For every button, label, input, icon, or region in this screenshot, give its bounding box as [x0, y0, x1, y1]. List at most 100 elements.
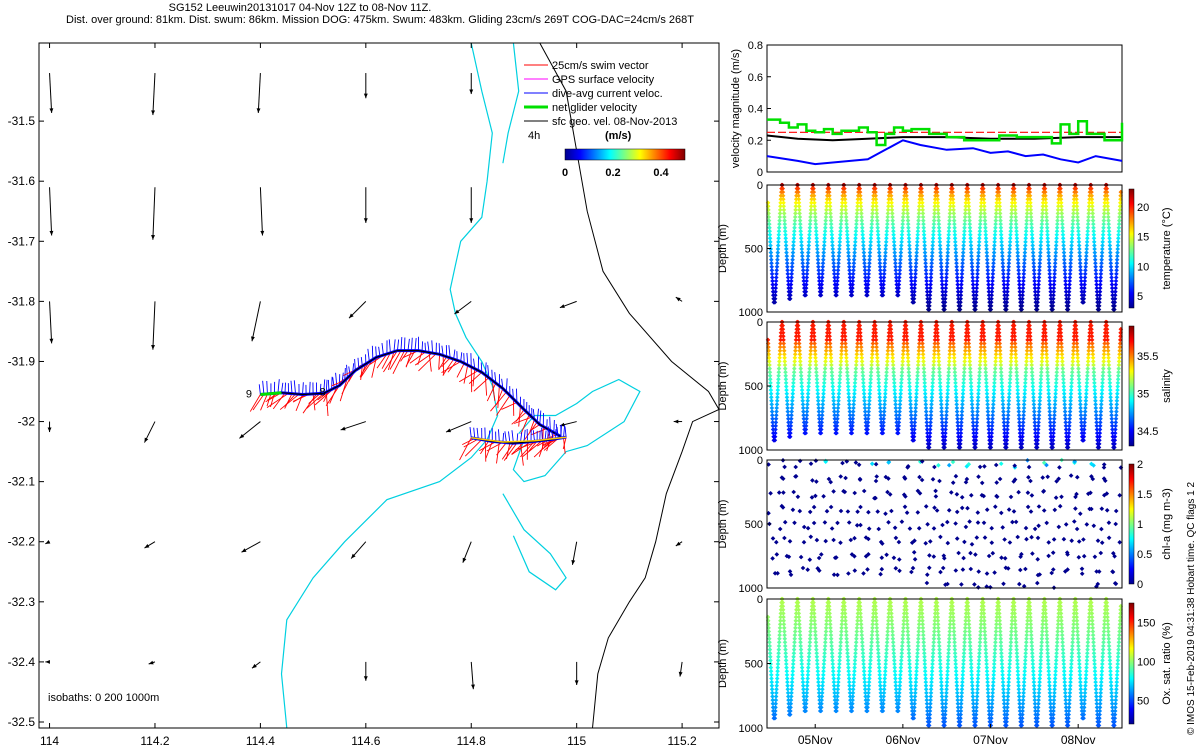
- dive-avg-current-vector: [309, 381, 311, 395]
- dive-avg-current-vector: [539, 410, 542, 425]
- sfc-geo-vector: [363, 187, 368, 223]
- sfc-geo-vector: [559, 421, 577, 427]
- oxy-colorbar-tick-label: 50: [1137, 696, 1149, 708]
- swim-vector: [306, 392, 324, 409]
- sal-y-axis-label: Depth (m): [717, 362, 729, 411]
- dive-avg-current-vector: [487, 365, 490, 378]
- dive-avg-current-vector: [302, 382, 304, 395]
- chl-y-tick-label: 0: [757, 455, 763, 467]
- sfc-geo-vector: [49, 187, 54, 236]
- temp-y-tick-label: 500: [745, 244, 763, 256]
- swim-vector: [252, 393, 265, 411]
- swim-vector: [284, 393, 293, 409]
- sfc-geo-vector: [350, 541, 367, 559]
- dive-avg-current-vector: [346, 364, 348, 379]
- sfc-geo-vector: [259, 187, 265, 236]
- glide-speed-line: [766, 134, 1122, 142]
- temp-profile-points: [765, 182, 1124, 312]
- swim-vector: [520, 442, 524, 466]
- dive-avg-current-vector: [466, 352, 469, 366]
- sfc-geo-vector: [678, 661, 683, 677]
- legend-entry-gps: GPS surface velocity: [552, 74, 655, 86]
- chl-colorbar-tick-label: 1: [1137, 519, 1143, 531]
- credit-text: © IMOS 15-Feb-2019 04:31:38 Hobart time.…: [1186, 481, 1197, 735]
- sfc-geo-vector: [151, 301, 156, 350]
- dive-avg-current-vector: [541, 427, 543, 441]
- oxy-y-tick-label: 1000: [739, 723, 763, 735]
- dive-avg-current-vector: [544, 430, 547, 441]
- dive-avg-current-vector: [441, 345, 444, 356]
- dive-avg-current-vector: [262, 380, 265, 395]
- swim-vector: [511, 441, 532, 455]
- swim-vector: [302, 393, 317, 414]
- swim-vector: [459, 370, 479, 383]
- map-colorbar: [564, 148, 686, 161]
- swim-vector: [381, 352, 391, 369]
- time-x-tick-label: 07Nov: [973, 733, 1008, 747]
- swim-vector: [473, 377, 490, 392]
- map-y-tick-label: -31.5: [8, 114, 36, 128]
- map-x-tick-label: 115: [567, 734, 586, 748]
- dive-avg-current-vector: [367, 348, 370, 362]
- sfc-geo-vector: [239, 421, 261, 439]
- velocity-y-tick-label: 0.4: [748, 104, 763, 116]
- sfc-geo-vector: [363, 661, 368, 681]
- west-leg-track-line: [260, 350, 562, 438]
- swim-vector: [491, 380, 496, 401]
- swim-vector: [538, 440, 546, 457]
- net-speed-line: [767, 118, 1124, 147]
- swim-vector: [511, 411, 527, 425]
- sfc-geo-vector: [151, 187, 156, 240]
- dive-avg-current-vector: [388, 339, 391, 353]
- oxy-colorbar-tick-label: 100: [1137, 657, 1155, 669]
- sfc-geo-vector: [675, 541, 683, 547]
- dive-avg-current-vector: [414, 337, 417, 351]
- dive-avg-current-vector: [548, 429, 551, 440]
- sal-colorbar-tick-label: 35: [1137, 389, 1149, 401]
- map-frame: [38, 42, 720, 729]
- dive-avg-current-vector: [532, 430, 535, 442]
- dive-avg-current-vector: [354, 359, 356, 371]
- temp-y-tick-label: 1000: [739, 307, 763, 319]
- chl-y-tick-label: 500: [745, 519, 763, 531]
- oxygen-panel: 0 500 1000 Depth (m) 50 100 150 Ox. sat. ratio …: [717, 594, 1173, 747]
- dive-avg-current-vector: [375, 346, 377, 358]
- temp-colorbar-label: temperature (°C): [1161, 207, 1173, 289]
- map-y-tick-label: -32: [18, 415, 36, 429]
- swim-vector: [501, 402, 518, 410]
- sfc-geo-vector: [673, 419, 683, 424]
- sfc-geo-vector: [144, 541, 156, 549]
- dive-avg-current-vector: [473, 427, 476, 439]
- dive-avg-current-vector: [536, 408, 539, 423]
- dive-avg-current-vector: [327, 379, 330, 391]
- oxy-y-tick-label: 0: [757, 594, 763, 606]
- temp-colorbar-tick-label: 10: [1137, 261, 1149, 273]
- sfc-geo-vector: [45, 659, 50, 664]
- sfc-geo-vector: [559, 300, 577, 309]
- sfc-geo-vector: [45, 540, 51, 545]
- map-y-tick-label: -32.3: [8, 595, 36, 609]
- sfc-geo-vector: [256, 73, 261, 113]
- sfc-geo-vector: [469, 187, 474, 223]
- swim-vector: [389, 350, 402, 370]
- legend-entry-sfc: sfc geo. vel. 08-Nov-2013: [552, 116, 677, 128]
- swim-vector: [438, 354, 441, 369]
- chl-y-tick-label: 1000: [739, 583, 763, 595]
- colorbar-tick-label: 0: [562, 167, 568, 179]
- dive-avg-current-vector: [378, 346, 381, 357]
- swim-vector: [376, 353, 388, 369]
- dive-avg-current-vector: [431, 340, 434, 354]
- isobath-label: isobaths: 0 200 1000m: [48, 692, 159, 704]
- velocity-y-tick-label: 0: [757, 167, 763, 179]
- swim-vector: [260, 393, 268, 411]
- map-x-tick-label: 114.6: [351, 734, 380, 748]
- dive-avg-current-vector: [331, 376, 333, 390]
- map-x-tick-label: 114: [40, 734, 59, 748]
- sfc-geo-vector: [470, 661, 475, 690]
- temp-colorbar: [1128, 188, 1135, 309]
- temp-colorbar-tick-label: 20: [1137, 202, 1149, 214]
- sfc-geo-vector: [47, 421, 52, 433]
- dive-avg-current-vector: [319, 383, 322, 394]
- oxy-profile-points: [765, 596, 1124, 728]
- swim-vector: [501, 442, 514, 460]
